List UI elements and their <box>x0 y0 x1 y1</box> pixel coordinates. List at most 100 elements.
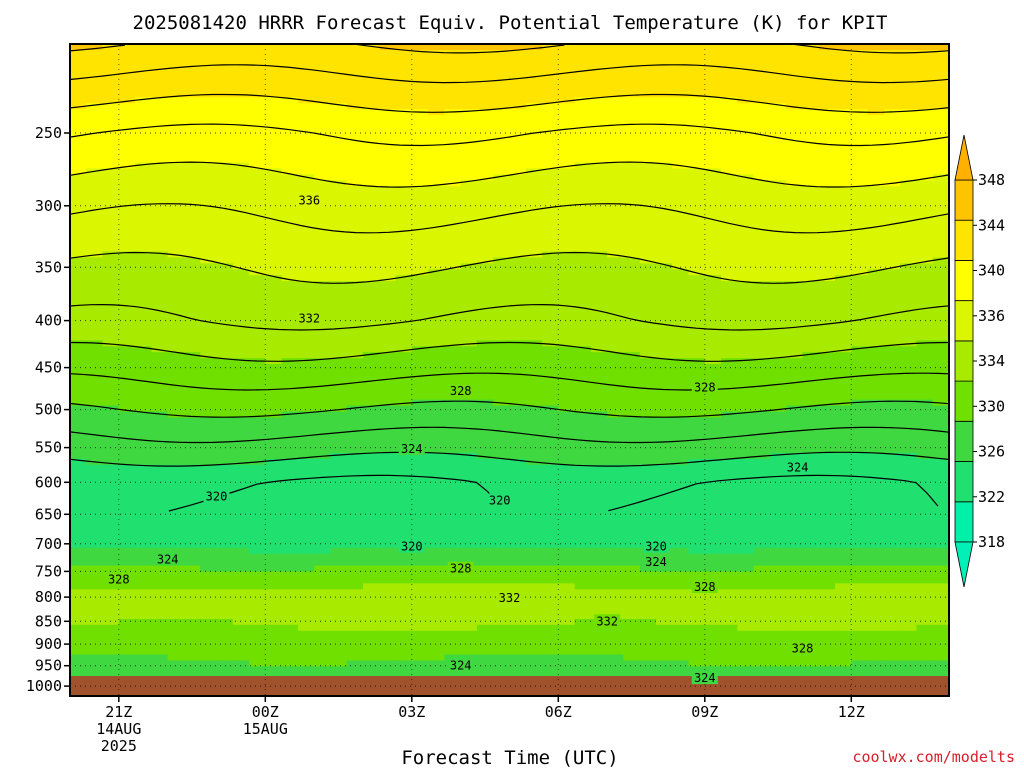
field-cell <box>737 429 755 436</box>
field-cell <box>330 541 348 549</box>
field-cell <box>867 565 885 573</box>
field-cell <box>769 73 787 81</box>
field-cell <box>558 524 576 531</box>
field-cell <box>86 535 104 543</box>
field-cell <box>900 494 918 501</box>
field-cell <box>216 393 234 401</box>
field-cell <box>542 553 559 561</box>
field-cell <box>249 144 266 152</box>
field-cell <box>493 162 511 170</box>
field-cell <box>656 494 673 501</box>
field-cell <box>281 512 299 519</box>
field-cell <box>688 186 706 193</box>
field-cell <box>802 577 820 584</box>
field-cell <box>818 340 836 347</box>
field-cell <box>314 233 332 241</box>
field-cell <box>916 79 934 87</box>
field-cell <box>932 352 950 359</box>
field-cell <box>297 464 315 472</box>
field-cell <box>428 494 445 501</box>
field-cell <box>623 524 641 531</box>
field-cell <box>232 186 250 193</box>
field-cell <box>281 156 299 164</box>
field-cell <box>70 393 87 401</box>
field-cell <box>330 482 348 490</box>
field-cell <box>102 257 120 264</box>
field-cell <box>265 109 283 116</box>
field-cell <box>786 518 804 525</box>
field-cell <box>802 565 820 573</box>
field-cell <box>737 494 755 501</box>
field-cell <box>411 156 429 164</box>
field-cell <box>688 233 706 241</box>
field-cell <box>395 334 413 341</box>
field-cell <box>183 263 201 270</box>
field-cell <box>509 411 527 419</box>
field-cell <box>200 399 218 407</box>
field-cell <box>574 162 592 170</box>
field-cell <box>330 512 348 519</box>
field-cell <box>721 340 738 347</box>
field-cell <box>330 464 348 472</box>
field-cell <box>476 198 494 205</box>
field-cell <box>249 571 266 579</box>
field-cell <box>118 399 136 407</box>
field-cell <box>346 292 364 300</box>
field-cell <box>509 79 527 87</box>
field-cell <box>704 399 722 407</box>
field-cell <box>493 547 511 555</box>
field-cell <box>623 251 641 258</box>
field-cell <box>167 174 185 181</box>
field-cell <box>802 91 820 98</box>
field-cell <box>330 138 348 146</box>
field-cell <box>867 269 885 276</box>
field-cell <box>411 150 429 158</box>
field-cell <box>851 251 869 258</box>
field-cell <box>183 138 201 146</box>
field-cell <box>607 553 625 561</box>
field-cell <box>721 506 738 513</box>
field-cell <box>70 488 87 496</box>
field-cell <box>314 571 332 579</box>
field-cell <box>314 44 332 51</box>
field-cell <box>167 464 185 472</box>
field-cell <box>672 381 690 389</box>
field-cell <box>916 156 934 164</box>
field-cell <box>818 221 836 229</box>
field-cell <box>428 85 445 93</box>
field-cell <box>216 530 234 537</box>
field-cell <box>786 370 804 377</box>
field-cell <box>167 209 185 217</box>
field-cell <box>249 494 266 501</box>
field-cell <box>932 417 950 424</box>
field-cell <box>314 458 332 466</box>
field-cell <box>656 156 673 164</box>
field-cell <box>102 156 120 164</box>
field-cell <box>623 506 641 513</box>
field-cell <box>737 281 755 288</box>
field-cell <box>314 417 332 424</box>
field-cell <box>460 257 478 264</box>
field-cell <box>672 298 690 306</box>
field-cell <box>476 411 494 419</box>
field-cell <box>265 298 283 306</box>
field-cell <box>346 494 364 501</box>
field-cell <box>200 346 218 353</box>
field-cell <box>639 150 657 158</box>
field-cell <box>672 269 690 276</box>
field-cell <box>769 565 787 573</box>
field-cell <box>216 352 234 359</box>
field-cell <box>216 198 234 205</box>
field-cell <box>493 541 511 549</box>
field-cell <box>135 97 152 104</box>
field-cell <box>249 44 266 51</box>
field-cell <box>721 447 738 454</box>
field-cell <box>232 215 250 223</box>
field-cell <box>86 411 104 419</box>
field-cell <box>786 251 804 258</box>
field-cell <box>672 429 690 436</box>
field-cell <box>297 162 315 170</box>
field-cell <box>151 500 169 507</box>
field-cell <box>330 352 348 359</box>
field-cell <box>395 476 413 484</box>
